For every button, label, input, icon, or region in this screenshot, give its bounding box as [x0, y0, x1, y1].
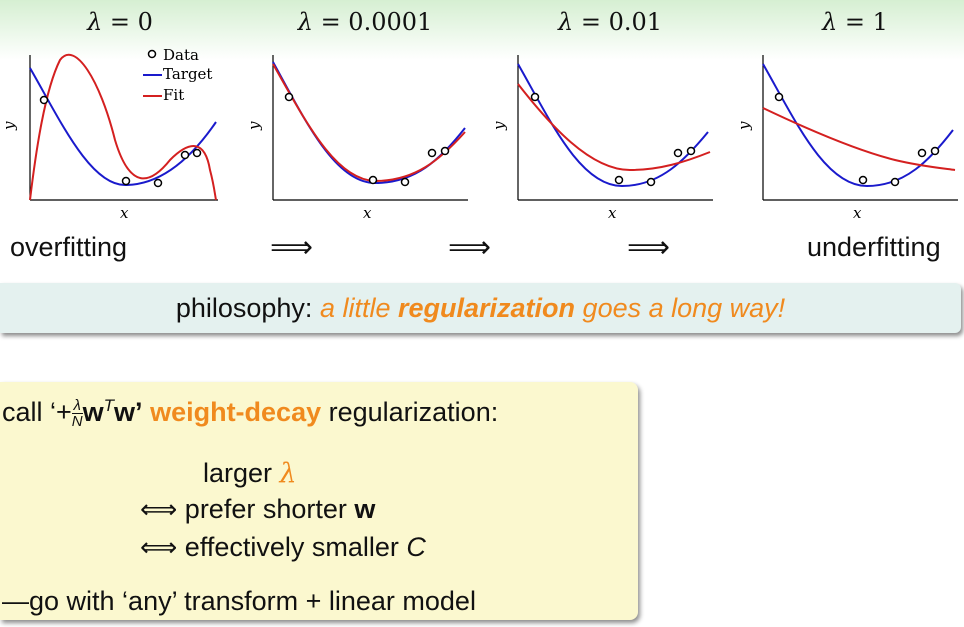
legend-target-label: Target [163, 65, 212, 83]
prefer-shorter-line: ⟺ prefer shorter w [140, 494, 376, 525]
lambda-title: λ = 0.01 [557, 8, 663, 36]
larger-lambda-line: larger λ [203, 458, 297, 489]
iff-arrow: ⟺ [140, 495, 178, 525]
data-point [121, 176, 131, 186]
plot-svg: y x [245, 55, 468, 222]
smaller-c-line: ⟺ effectively smaller C [140, 532, 426, 563]
weight-decay-term: weight-decay [150, 397, 322, 427]
plot-svg: y x [735, 55, 958, 222]
data-point [774, 92, 784, 102]
data-point [890, 177, 900, 187]
implies-arrow-2: ⟹ [448, 230, 492, 265]
plot-panel-lambda-1: λ = 1 y x [735, 0, 958, 230]
data-point [368, 175, 378, 185]
implies-arrow-3: ⟹ [627, 230, 671, 265]
data-point [440, 146, 450, 156]
underfitting-label: underfitting [807, 232, 941, 262]
plot-panel-lambda-0: λ = 0 y x Data Target Fit [0, 0, 220, 230]
overfitting-label: overfitting [10, 232, 128, 262]
data-point [917, 148, 927, 158]
plot-svg: y x Data Target Fit [0, 46, 218, 222]
implies-arrow-1: ⟹ [270, 230, 314, 265]
x-axis-label: x [608, 204, 617, 222]
philosophy-banner: philosophy: a little regularization goes… [0, 283, 961, 333]
y-axis-label: y [0, 121, 18, 131]
lambda-title: λ = 0.0001 [297, 8, 433, 36]
plot-panel-lambda-0.01: λ = 0.01 y x [490, 0, 713, 230]
data-point [530, 92, 540, 102]
target-curve [517, 63, 709, 188]
footer-note: —go with ‘any’ transform + linear model [2, 586, 476, 616]
fit-curve [29, 53, 217, 201]
y-axis-label: y [490, 121, 508, 131]
legend-data-label: Data [163, 46, 199, 64]
lambda-title: λ = 1 [822, 8, 888, 36]
y-axis-label: y [735, 121, 753, 131]
data-point [284, 92, 294, 102]
legend-fit-label: Fit [163, 86, 184, 104]
philosophy-text: a little regularization goes a long way! [319, 293, 786, 323]
fit-curve [272, 63, 466, 183]
plot-svg: y x [490, 55, 713, 222]
target-curve [762, 63, 954, 188]
lambda-title: λ = 0 [87, 8, 153, 36]
target-curve [272, 61, 466, 185]
x-axis-label: x [363, 204, 372, 222]
x-axis-label: x [120, 204, 129, 222]
data-point [427, 148, 437, 158]
plot-panel-lambda-0.0001: λ = 0.0001 y x [245, 0, 468, 230]
philosophy-prefix: philosophy: [175, 293, 313, 323]
header-band [0, 0, 964, 275]
legend: Data Target Fit [143, 46, 212, 104]
iff-arrow: ⟺ [140, 533, 178, 563]
target-curve [29, 67, 217, 187]
data-point [673, 148, 683, 158]
data-point [400, 177, 410, 187]
fit-curve [517, 83, 711, 172]
regularization-emphasis: regularization [398, 293, 576, 323]
y-axis-label: y [245, 121, 263, 131]
legend-data-marker [147, 49, 157, 59]
data-point [686, 146, 696, 156]
data-point [858, 175, 868, 185]
data-point [180, 150, 190, 160]
data-point [614, 175, 624, 185]
data-point [930, 146, 940, 156]
fit-curve [762, 107, 956, 171]
data-point [646, 177, 656, 187]
data-point [153, 178, 163, 188]
data-point [39, 95, 49, 105]
data-point [192, 148, 202, 158]
x-axis-label: x [853, 204, 862, 222]
